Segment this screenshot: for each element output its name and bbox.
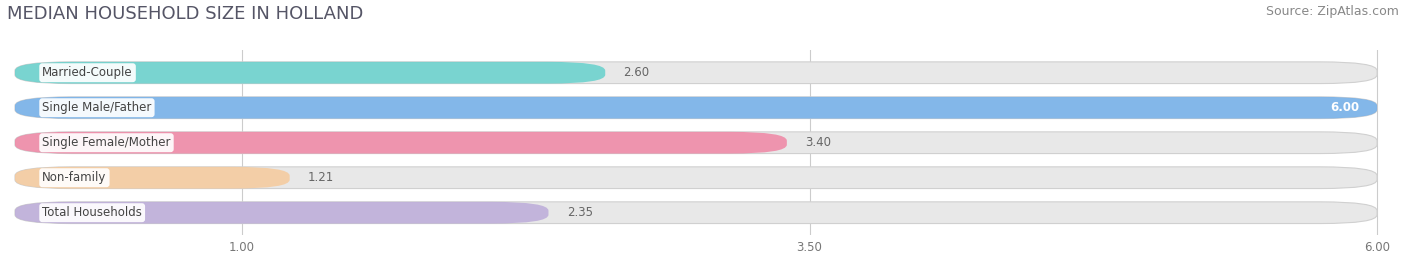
Text: Single Female/Mother: Single Female/Mother <box>42 136 170 149</box>
FancyBboxPatch shape <box>15 97 1376 119</box>
Text: Source: ZipAtlas.com: Source: ZipAtlas.com <box>1265 5 1399 18</box>
Text: Total Households: Total Households <box>42 206 142 219</box>
FancyBboxPatch shape <box>15 62 605 84</box>
FancyBboxPatch shape <box>15 167 290 189</box>
Text: 2.60: 2.60 <box>623 66 650 79</box>
Text: Married-Couple: Married-Couple <box>42 66 132 79</box>
Text: Single Male/Father: Single Male/Father <box>42 101 152 114</box>
Text: 6.00: 6.00 <box>1330 101 1360 114</box>
FancyBboxPatch shape <box>15 167 1376 189</box>
Text: 2.35: 2.35 <box>567 206 593 219</box>
FancyBboxPatch shape <box>15 132 787 154</box>
FancyBboxPatch shape <box>15 97 1376 119</box>
Text: 3.40: 3.40 <box>806 136 831 149</box>
FancyBboxPatch shape <box>15 132 1376 154</box>
FancyBboxPatch shape <box>15 202 1376 224</box>
Text: Non-family: Non-family <box>42 171 107 184</box>
Text: MEDIAN HOUSEHOLD SIZE IN HOLLAND: MEDIAN HOUSEHOLD SIZE IN HOLLAND <box>7 5 363 23</box>
FancyBboxPatch shape <box>15 202 548 224</box>
FancyBboxPatch shape <box>15 62 1376 84</box>
Text: 1.21: 1.21 <box>308 171 335 184</box>
